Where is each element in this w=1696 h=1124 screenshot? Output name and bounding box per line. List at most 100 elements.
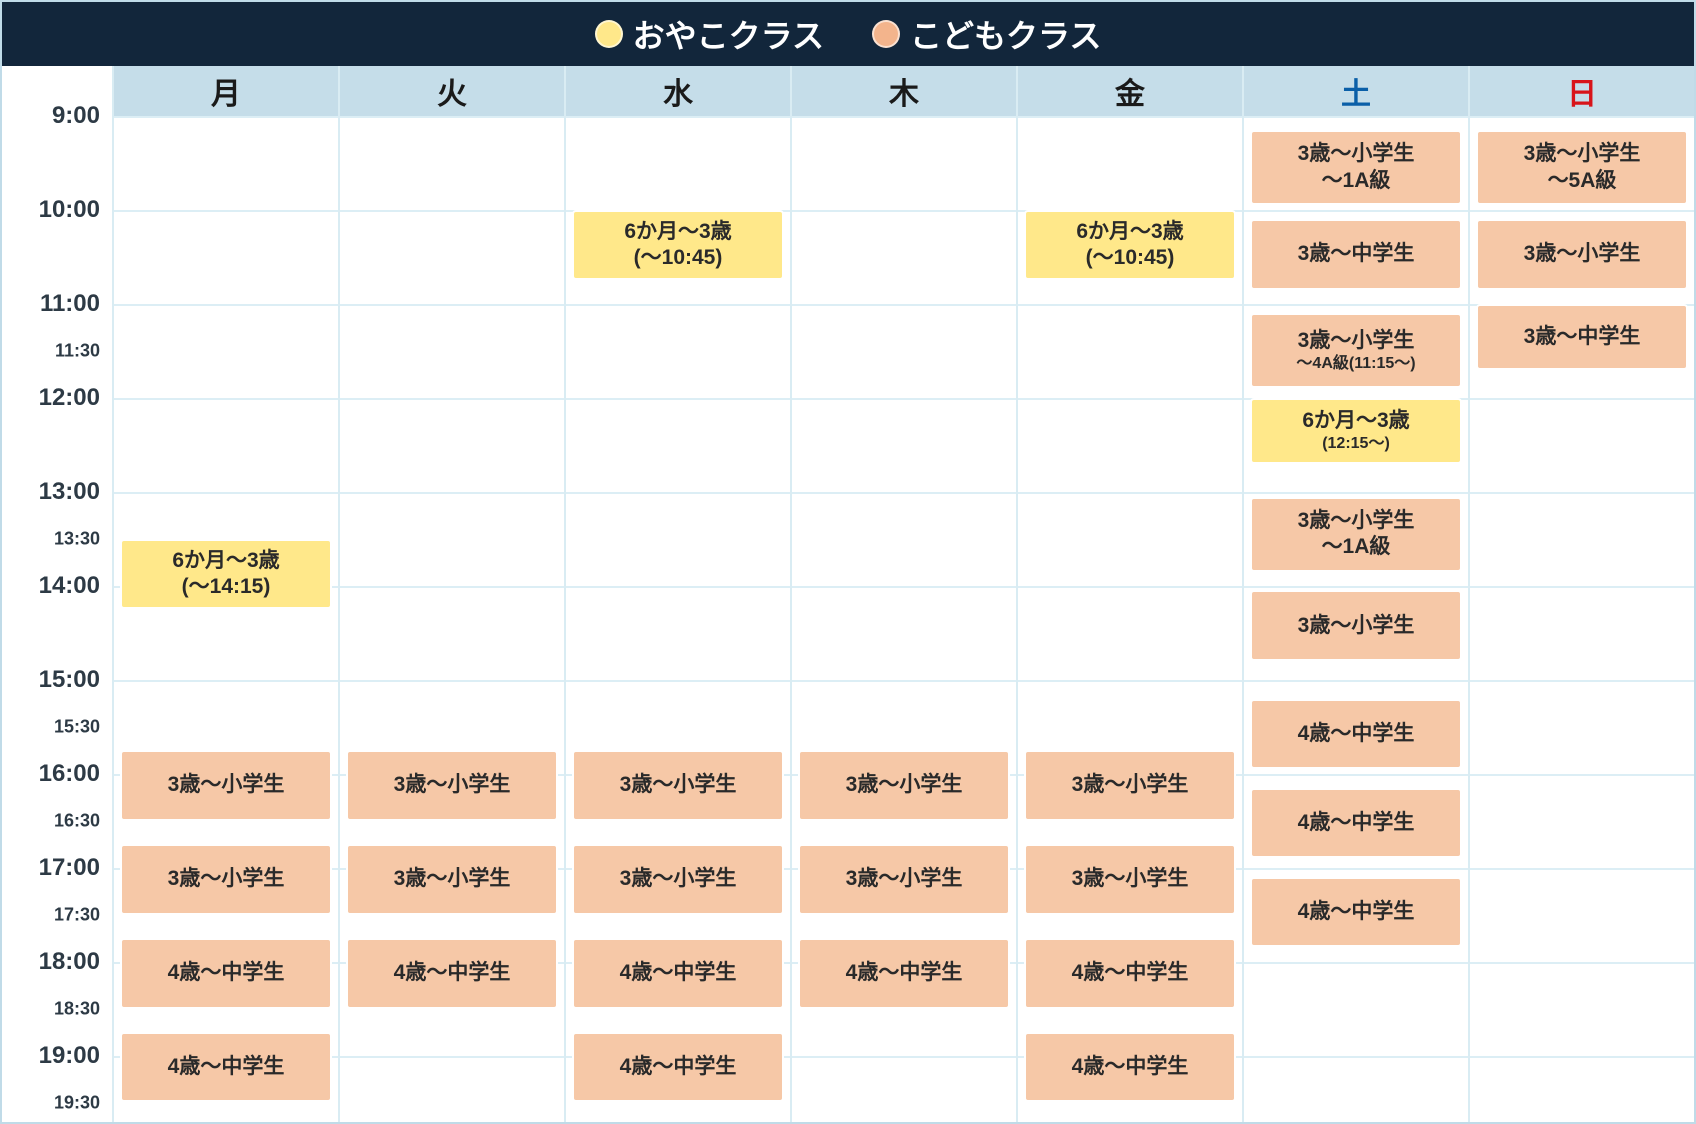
event-title: 6か月～3歳 [172, 548, 279, 574]
time-label: 9:00 [52, 102, 100, 130]
hour-line [340, 398, 564, 400]
event-kodomo[interactable]: 4歳～中学生 [1250, 788, 1462, 858]
event-title: 3歳～小学生 [620, 866, 737, 892]
event-kodomo[interactable]: 3歳～中学生 [1250, 219, 1462, 289]
schedule-page: おやこクラス こどもクラス 9:0010:0011:0011:3012:0013… [0, 0, 1696, 1124]
event-kodomo[interactable]: 3歳～小学生 [572, 750, 784, 820]
event-subtitle: ～1A級 [1322, 168, 1391, 194]
event-kodomo[interactable]: 4歳～中学生 [120, 1032, 332, 1102]
hour-line [1470, 774, 1694, 776]
event-kodomo[interactable]: 4歳～中学生 [572, 938, 784, 1008]
time-label: 14:00 [39, 572, 100, 600]
event-title: 4歳～中学生 [168, 960, 285, 986]
event-kodomo[interactable]: 3歳～小学生 [120, 750, 332, 820]
event-kodomo[interactable]: 3歳～小学生 [120, 844, 332, 914]
event-oyako[interactable]: 6か月～3歳(～14:15) [120, 539, 332, 609]
hour-line [1244, 774, 1468, 776]
hour-line [566, 492, 790, 494]
event-kodomo[interactable]: 4歳～中学生 [1024, 1032, 1236, 1102]
event-oyako[interactable]: 6か月～3歳(～10:45) [572, 210, 784, 280]
hour-line [340, 492, 564, 494]
event-oyako[interactable]: 6か月～3歳(～10:45) [1024, 210, 1236, 280]
event-kodomo[interactable]: 4歳～中学生 [1250, 699, 1462, 769]
event-kodomo[interactable]: 3歳～小学生 [1250, 590, 1462, 660]
hour-line [1244, 304, 1468, 306]
time-label: 16:30 [54, 810, 100, 831]
hour-line [340, 116, 564, 118]
event-title: 6か月～3歳 [1076, 219, 1183, 245]
day-header: 土 [1242, 66, 1468, 116]
event-kodomo[interactable]: 3歳～小学生 [798, 844, 1010, 914]
event-kodomo[interactable]: 4歳～中学生 [798, 938, 1010, 1008]
day-column: 6か月～3歳(～10:45) 3歳～小学生 3歳～小学生 4歳～中学生 4歳～中学生 [1016, 116, 1242, 1122]
hour-line [1244, 492, 1468, 494]
event-title: 3歳～小学生 [168, 772, 285, 798]
event-title: 4歳～中学生 [168, 1054, 285, 1080]
event-title: 3歳～小学生 [394, 772, 511, 798]
event-kodomo[interactable]: 3歳～小学生～5A級 [1476, 130, 1688, 205]
event-subtitle: (～10:45) [1086, 245, 1175, 271]
hour-line [1244, 1056, 1468, 1058]
event-kodomo[interactable]: 3歳～中学生 [1476, 304, 1688, 370]
event-oyako[interactable]: 6か月～3歳(12:15～) [1250, 398, 1462, 464]
event-kodomo[interactable]: 3歳～小学生 [346, 844, 558, 914]
time-label: 18:00 [39, 948, 100, 976]
event-title: 3歳～小学生 [1298, 508, 1415, 534]
hour-line [1470, 492, 1694, 494]
hour-line [1018, 586, 1242, 588]
event-title: 3歳～小学生 [620, 772, 737, 798]
day-headers: 月火水木金土日 [112, 66, 1694, 116]
event-title: 4歳～中学生 [1072, 960, 1189, 986]
event-title: 3歳～小学生 [1072, 772, 1189, 798]
hour-line [114, 210, 338, 212]
event-title: 3歳～小学生 [168, 866, 285, 892]
time-label: 17:00 [39, 854, 100, 882]
event-kodomo[interactable]: 3歳～小学生～4A級(11:15～) [1250, 313, 1462, 388]
day-column: 3歳～小学生～1A級3歳～中学生3歳～小学生～4A級(11:15～)6か月～3歳… [1242, 116, 1468, 1122]
event-title: 3歳～中学生 [1524, 324, 1641, 350]
hour-line [1470, 210, 1694, 212]
event-kodomo[interactable]: 3歳～小学生 [1476, 219, 1688, 289]
hour-line [340, 680, 564, 682]
time-label: 10:00 [39, 196, 100, 224]
event-kodomo[interactable]: 4歳～中学生 [1250, 877, 1462, 947]
hour-line [792, 116, 1016, 118]
event-kodomo[interactable]: 4歳～中学生 [346, 938, 558, 1008]
day-header: 金 [1016, 66, 1242, 116]
hour-line [340, 586, 564, 588]
event-kodomo[interactable]: 3歳～小学生 [346, 750, 558, 820]
event-title: 4歳～中学生 [394, 960, 511, 986]
time-label: 11:30 [55, 340, 100, 361]
time-label: 12:00 [39, 384, 100, 412]
time-gutter: 9:0010:0011:0011:3012:0013:0013:3014:001… [2, 66, 112, 1122]
schedule-grid: 6か月～3歳(～14:15)3歳～小学生3歳～小学生4歳～中学生4歳～中学生3歳… [112, 116, 1694, 1122]
hour-line [1470, 680, 1694, 682]
event-title: 3歳～小学生 [1524, 141, 1641, 167]
event-kodomo[interactable]: 3歳～小学生 [1024, 750, 1236, 820]
event-kodomo[interactable]: 3歳～小学生 [1024, 844, 1236, 914]
event-title: 4歳～中学生 [1298, 899, 1415, 925]
event-kodomo[interactable]: 4歳～中学生 [120, 938, 332, 1008]
time-label: 13:30 [54, 528, 100, 549]
time-label: 18:30 [54, 998, 100, 1019]
event-kodomo[interactable]: 4歳～中学生 [572, 1032, 784, 1102]
day-column: 6か月～3歳(～14:15) 3歳～小学生 3歳～小学生 4歳～中学生 4歳～中学生 [112, 116, 338, 1122]
event-kodomo[interactable]: 3歳～小学生～1A級 [1250, 130, 1462, 205]
hour-line [340, 1056, 564, 1058]
event-title: 4歳～中学生 [1072, 1054, 1189, 1080]
event-kodomo[interactable]: 3歳～小学生 [798, 750, 1010, 820]
event-kodomo[interactable]: 3歳～小学生～1A級 [1250, 497, 1462, 572]
event-title: 3歳～小学生 [1524, 241, 1641, 267]
event-kodomo[interactable]: 3歳～小学生 [572, 844, 784, 914]
day-column: 3歳～小学生～5A級3歳～小学生3歳～中学生 [1468, 116, 1694, 1122]
event-subtitle: (～10:45) [634, 245, 723, 271]
hour-line [1244, 680, 1468, 682]
hour-line [1018, 116, 1242, 118]
hour-line [792, 586, 1016, 588]
event-kodomo[interactable]: 4歳～中学生 [1024, 938, 1236, 1008]
event-subtitle: ～1A級 [1322, 534, 1391, 560]
hour-line [114, 116, 338, 118]
hour-line [792, 304, 1016, 306]
time-label: 15:00 [39, 666, 100, 694]
time-label: 19:00 [39, 1042, 100, 1070]
